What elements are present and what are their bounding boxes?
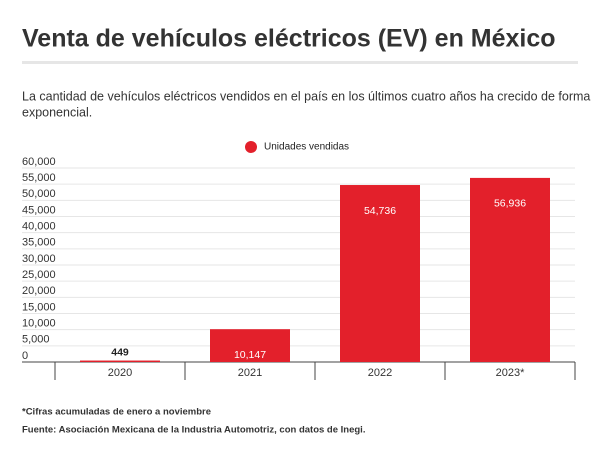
x-tick-label: 2023* [496,367,525,379]
value-label: 10,147 [234,349,266,361]
subtitle: exponencial. [22,105,92,119]
value-label: 56,936 [494,198,526,210]
source: Fuente: Asociación Mexicana de la Indust… [22,425,365,436]
chart-title: Venta de vehículos eléctricos (EV) en Mé… [22,25,556,53]
legend-label: Unidades vendidas [264,142,349,153]
y-tick-label: 30,000 [22,253,56,265]
y-tick-label: 20,000 [22,285,56,297]
x-tick-label: 2022 [368,367,392,379]
y-tick-label: 10,000 [22,318,56,330]
legend-marker [245,141,257,153]
bar [210,329,290,362]
footnote: *Cifras acumuladas de enero a noviembre [22,407,211,418]
subtitle: La cantidad de vehículos eléctricos vend… [22,89,590,103]
y-tick-label: 15,000 [22,301,56,313]
x-tick-label: 2020 [108,367,132,379]
y-tick-label: 35,000 [22,237,56,249]
x-tick-label: 2021 [238,367,262,379]
y-tick-label: 45,000 [22,204,56,216]
y-tick-label: 5,000 [22,334,50,346]
y-tick-label: 0 [22,350,28,362]
y-tick-label: 40,000 [22,221,56,233]
y-tick-label: 50,000 [22,188,56,200]
bar [80,360,160,362]
bar [470,177,550,362]
y-tick-label: 55,000 [22,172,56,184]
bar [340,185,420,362]
value-label: 449 [111,346,129,358]
y-tick-label: 60,000 [22,156,56,168]
value-label: 54,736 [364,205,396,217]
title-rule [22,61,578,64]
y-tick-label: 25,000 [22,269,56,281]
